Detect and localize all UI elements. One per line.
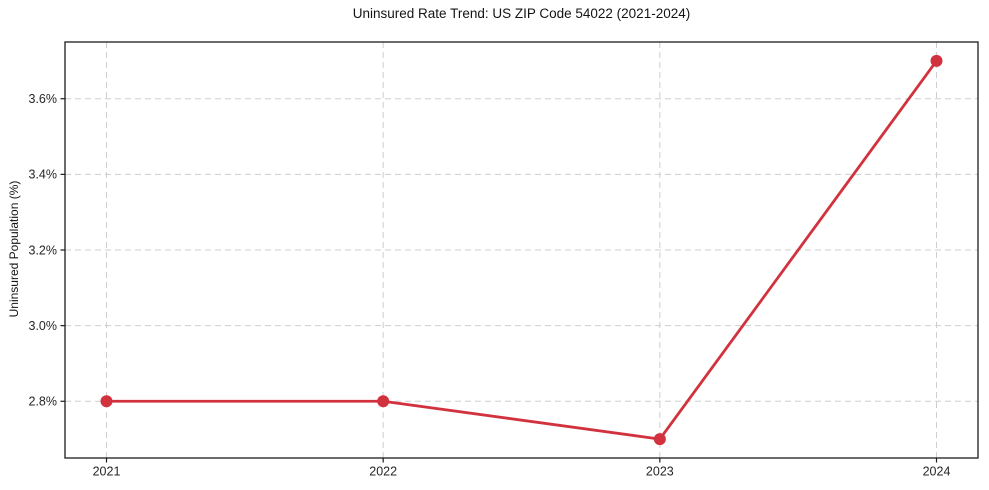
x-tick-label: 2021 <box>93 465 121 479</box>
y-tick-label: 2.8% <box>29 395 58 409</box>
data-point-2023 <box>653 433 666 446</box>
y-tick-label: 3.4% <box>29 168 58 182</box>
x-tick-label: 2023 <box>646 465 674 479</box>
data-point-2024 <box>930 54 943 67</box>
trend-line <box>105 59 938 441</box>
plot-border <box>64 41 979 459</box>
x-tick-label: 2024 <box>923 465 951 479</box>
data-point-2022 <box>377 395 390 408</box>
y-tick-label: 3.0% <box>29 319 58 333</box>
y-tick-label: 3.2% <box>29 243 58 257</box>
x-tick-label: 2022 <box>369 465 397 479</box>
y-tick-label: 3.6% <box>29 92 58 106</box>
data-point-2021 <box>100 395 113 408</box>
chart-title: Uninsured Rate Trend: US ZIP Code 54022 … <box>352 6 691 21</box>
